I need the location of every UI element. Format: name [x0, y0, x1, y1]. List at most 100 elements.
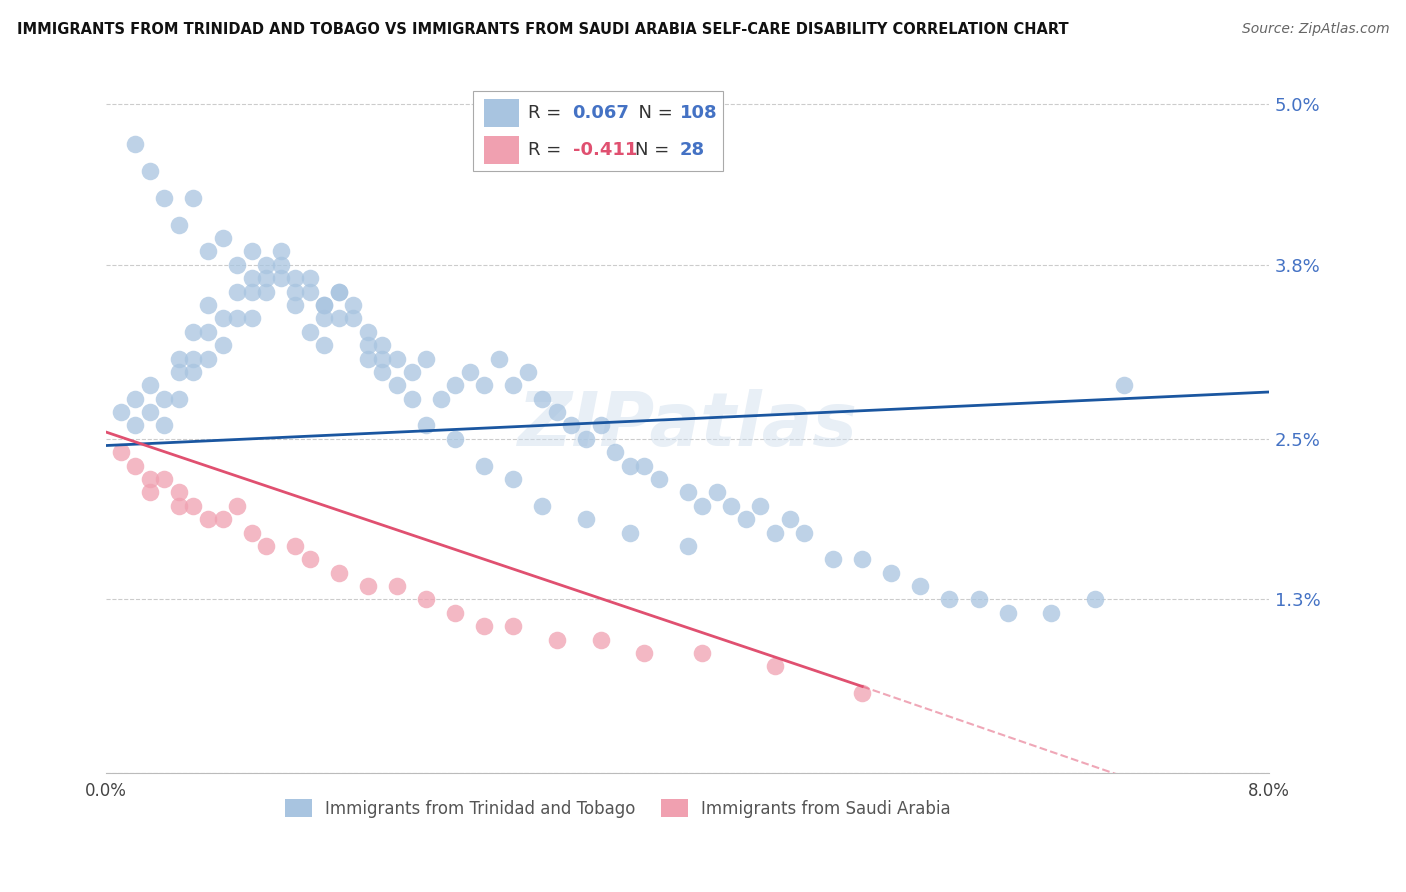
Point — [139, 164, 162, 178]
Point — [472, 378, 495, 392]
Point — [749, 499, 772, 513]
Point — [763, 525, 786, 540]
Point — [546, 405, 568, 419]
Point — [284, 271, 307, 285]
Point — [793, 525, 815, 540]
Point — [328, 285, 350, 299]
Point — [357, 338, 380, 352]
Point — [690, 646, 713, 660]
Point — [314, 298, 336, 312]
Point — [371, 338, 394, 352]
Point — [575, 432, 598, 446]
Point — [197, 325, 219, 339]
Point — [124, 418, 146, 433]
Point — [298, 552, 321, 566]
Point — [546, 632, 568, 647]
Point — [197, 351, 219, 366]
Point — [401, 392, 423, 406]
Point — [226, 499, 249, 513]
Point — [124, 137, 146, 152]
Point — [153, 191, 176, 205]
Point — [211, 231, 233, 245]
Point — [575, 512, 598, 526]
Point — [226, 285, 249, 299]
Point — [444, 378, 467, 392]
Point — [647, 472, 669, 486]
FancyBboxPatch shape — [484, 136, 519, 164]
Point — [197, 244, 219, 259]
Point — [284, 298, 307, 312]
Legend: Immigrants from Trinidad and Tobago, Immigrants from Saudi Arabia: Immigrants from Trinidad and Tobago, Imm… — [278, 793, 957, 824]
Point — [342, 298, 364, 312]
Point — [560, 418, 582, 433]
Point — [167, 351, 190, 366]
Point — [619, 458, 641, 473]
Point — [851, 686, 873, 700]
Point — [357, 351, 380, 366]
Point — [270, 258, 292, 272]
Point — [676, 539, 699, 553]
Point — [516, 365, 538, 379]
Point — [270, 244, 292, 259]
Point — [371, 351, 394, 366]
Point — [298, 285, 321, 299]
Point — [183, 499, 205, 513]
Point — [226, 311, 249, 326]
Point — [342, 311, 364, 326]
Point — [589, 632, 612, 647]
Point — [851, 552, 873, 566]
Point — [254, 271, 277, 285]
Point — [139, 405, 162, 419]
Point — [444, 432, 467, 446]
Point — [167, 365, 190, 379]
Point — [284, 285, 307, 299]
Text: R =: R = — [529, 104, 568, 122]
Point — [1040, 606, 1063, 620]
Point — [415, 592, 437, 607]
Point — [619, 525, 641, 540]
Point — [779, 512, 801, 526]
Point — [690, 499, 713, 513]
Point — [385, 351, 408, 366]
Point — [603, 445, 626, 459]
Point — [314, 338, 336, 352]
Point — [270, 271, 292, 285]
Point — [415, 418, 437, 433]
Point — [167, 499, 190, 513]
Text: ZIPatlas: ZIPatlas — [517, 389, 858, 462]
Point — [763, 659, 786, 673]
Point — [153, 392, 176, 406]
Point — [183, 325, 205, 339]
Point — [167, 218, 190, 232]
Point — [401, 365, 423, 379]
Text: N =: N = — [636, 141, 675, 159]
Point — [371, 365, 394, 379]
Point — [124, 458, 146, 473]
Point — [531, 392, 554, 406]
Point — [197, 512, 219, 526]
Point — [240, 271, 263, 285]
Text: -0.411: -0.411 — [572, 141, 637, 159]
Point — [240, 311, 263, 326]
Point — [328, 566, 350, 580]
Point — [472, 458, 495, 473]
Point — [357, 579, 380, 593]
Point — [720, 499, 742, 513]
Point — [502, 619, 524, 633]
Point — [298, 325, 321, 339]
FancyBboxPatch shape — [484, 99, 519, 127]
Point — [967, 592, 990, 607]
Point — [458, 365, 481, 379]
Point — [997, 606, 1019, 620]
Point — [153, 418, 176, 433]
FancyBboxPatch shape — [472, 91, 723, 171]
Point — [488, 351, 510, 366]
Point — [183, 191, 205, 205]
Point — [211, 338, 233, 352]
Text: 28: 28 — [679, 141, 704, 159]
Point — [1084, 592, 1107, 607]
Point — [254, 539, 277, 553]
Point — [328, 311, 350, 326]
Point — [139, 472, 162, 486]
Point — [633, 646, 655, 660]
